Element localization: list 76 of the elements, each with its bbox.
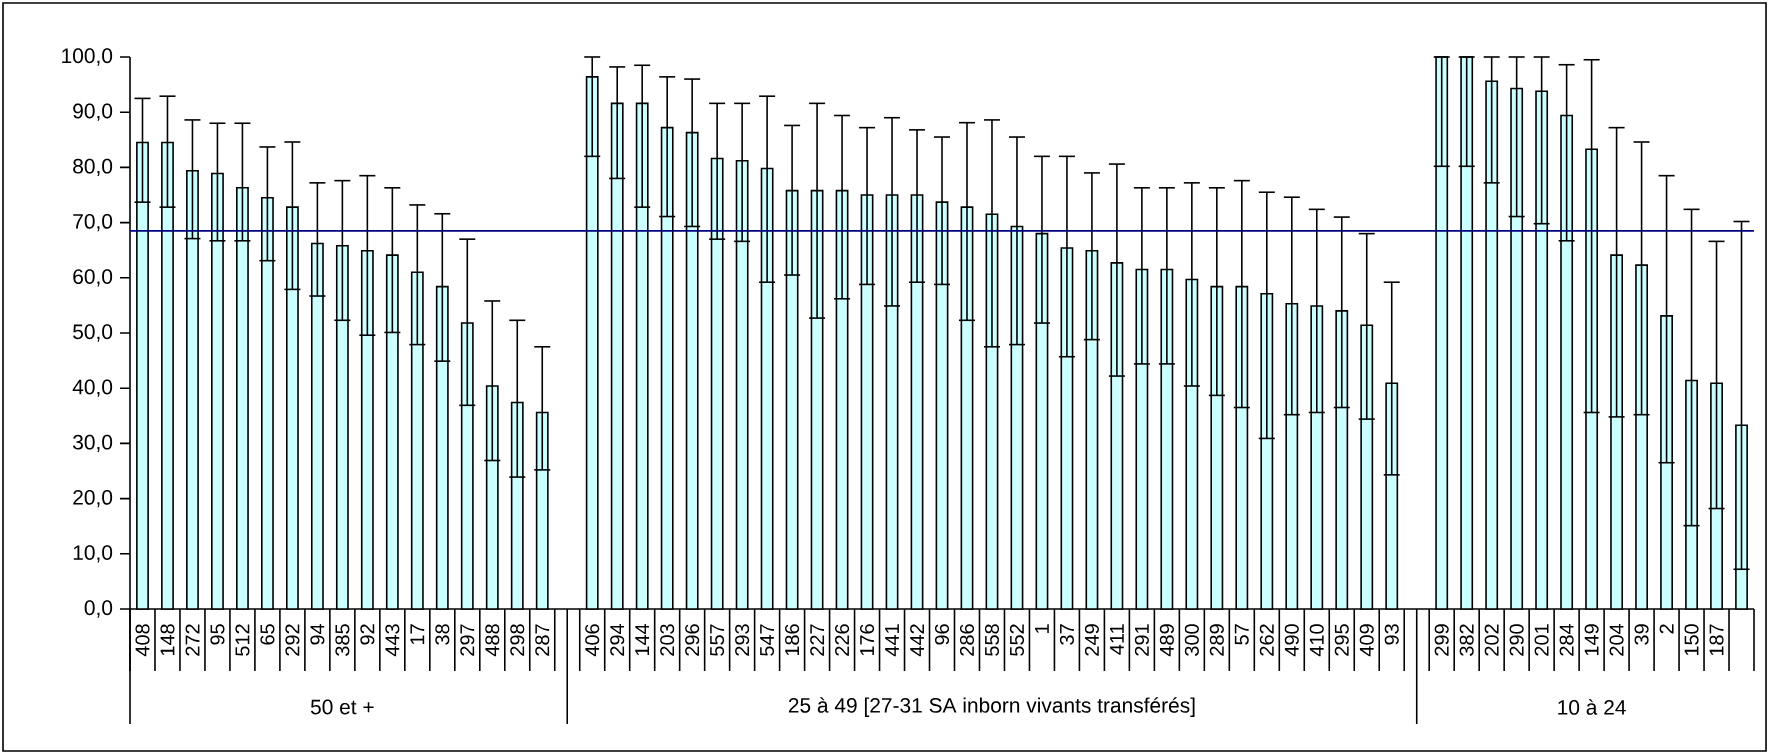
x-tick-label: 187 [1709,624,1724,656]
text: 25 à 49 [27-31 SA inborn vivants transférés] [788,697,1195,717]
x-tick-label: 94 [310,623,325,645]
x-tick-label: 186 [785,624,800,656]
x-tick-label: 150 [1684,624,1699,656]
x-tick-label: 292 [285,624,300,656]
x-tick-label: 95 [210,624,225,645]
y-tick-label: 90,0 [73,103,113,121]
x-tick-label: 297 [460,624,475,656]
text: 50 et + [310,699,374,715]
x-tick-label: 37 [1059,624,1074,645]
x-tick-label: 291 [1134,624,1149,656]
x-tick-label: 289 [1209,624,1224,656]
x-tick-label: 558 [984,624,1000,656]
y-tick-label: 40,0 [72,379,113,397]
x-tick-label: 290 [1509,624,1524,656]
y-tick-label: 0,0 [84,600,113,618]
x-tick-label: 489 [1159,624,1174,657]
x-tick-label: 65 [260,624,275,645]
x-tick-label: 176 [860,624,875,656]
x-tick-label: 96 [934,624,950,645]
x-tick-label: 298 [510,624,525,656]
y-tick-label: 20,0 [73,489,113,508]
x-tick-label: 382 [1459,624,1474,656]
x-tick-label: 1 [1035,624,1049,633]
x-tick-label: 204 [1609,623,1624,656]
text: 10 à 24 [1558,699,1626,715]
x-tick-label: 57 [1234,624,1249,645]
x-tick-label: 295 [1334,624,1349,656]
x-tick-label: 512 [235,624,250,656]
x-tick-label: 284 [1559,623,1574,656]
x-tick-label: 411 [1110,624,1124,655]
x-tick-label: 286 [959,624,975,656]
x-tick-label: 385 [335,624,350,656]
x-tick-label: 409 [1359,624,1374,657]
x-tick-label: 300 [1184,624,1199,656]
x-tick-label: 557 [710,624,725,656]
x-tick-label: 441 [885,624,899,657]
x-tick-label: 294 [610,623,625,656]
y-tick-label: 30,0 [73,434,113,453]
y-tick-label: 60,0 [73,269,113,287]
y-tick-label: 50,0 [73,324,113,342]
x-tick-label: 144 [635,623,650,656]
x-tick-label: 443 [385,624,400,657]
x-tick-label: 299 [1434,624,1449,656]
x-tick-label: 410 [1309,624,1324,657]
x-tick-label: 408 [135,624,150,657]
x-tick-label: 442 [910,624,924,657]
x-tick-label: 227 [810,624,825,656]
x-tick-label: 17 [410,624,425,645]
x-tick-label: 249 [1084,624,1099,656]
y-tick-label: 80,0 [73,158,113,177]
x-tick-label: 262 [1259,624,1274,656]
x-tick-label: 547 [760,624,775,656]
y-tick-label: 70,0 [73,213,113,232]
x-tick-label: 296 [685,624,700,656]
x-tick-label: 293 [735,624,750,656]
x-tick-label: 203 [660,624,675,656]
x-tick-label: 226 [835,624,850,656]
x-tick-label: 201 [1534,624,1549,656]
y-tick-label: 10,0 [73,545,113,563]
y-tick-label: 100,0 [62,48,113,66]
x-tick-label: 552 [1009,624,1024,656]
x-tick-label: 272 [185,624,200,656]
x-tick-label: 202 [1484,624,1499,656]
x-tick-label: 39 [1634,624,1649,645]
x-tick-label: 2 [1659,624,1674,634]
x-tick-label: 406 [585,624,600,657]
x-tick-label: 149 [1584,624,1599,656]
x-tick-label: 488 [485,624,500,657]
x-tick-label: 148 [160,624,175,656]
x-tick-label: 490 [1284,624,1299,657]
x-tick-label: 287 [535,624,550,656]
x-tick-label: 93 [1384,624,1399,645]
x-tick-label: 92 [360,624,375,645]
x-tick-label: 38 [435,624,450,645]
